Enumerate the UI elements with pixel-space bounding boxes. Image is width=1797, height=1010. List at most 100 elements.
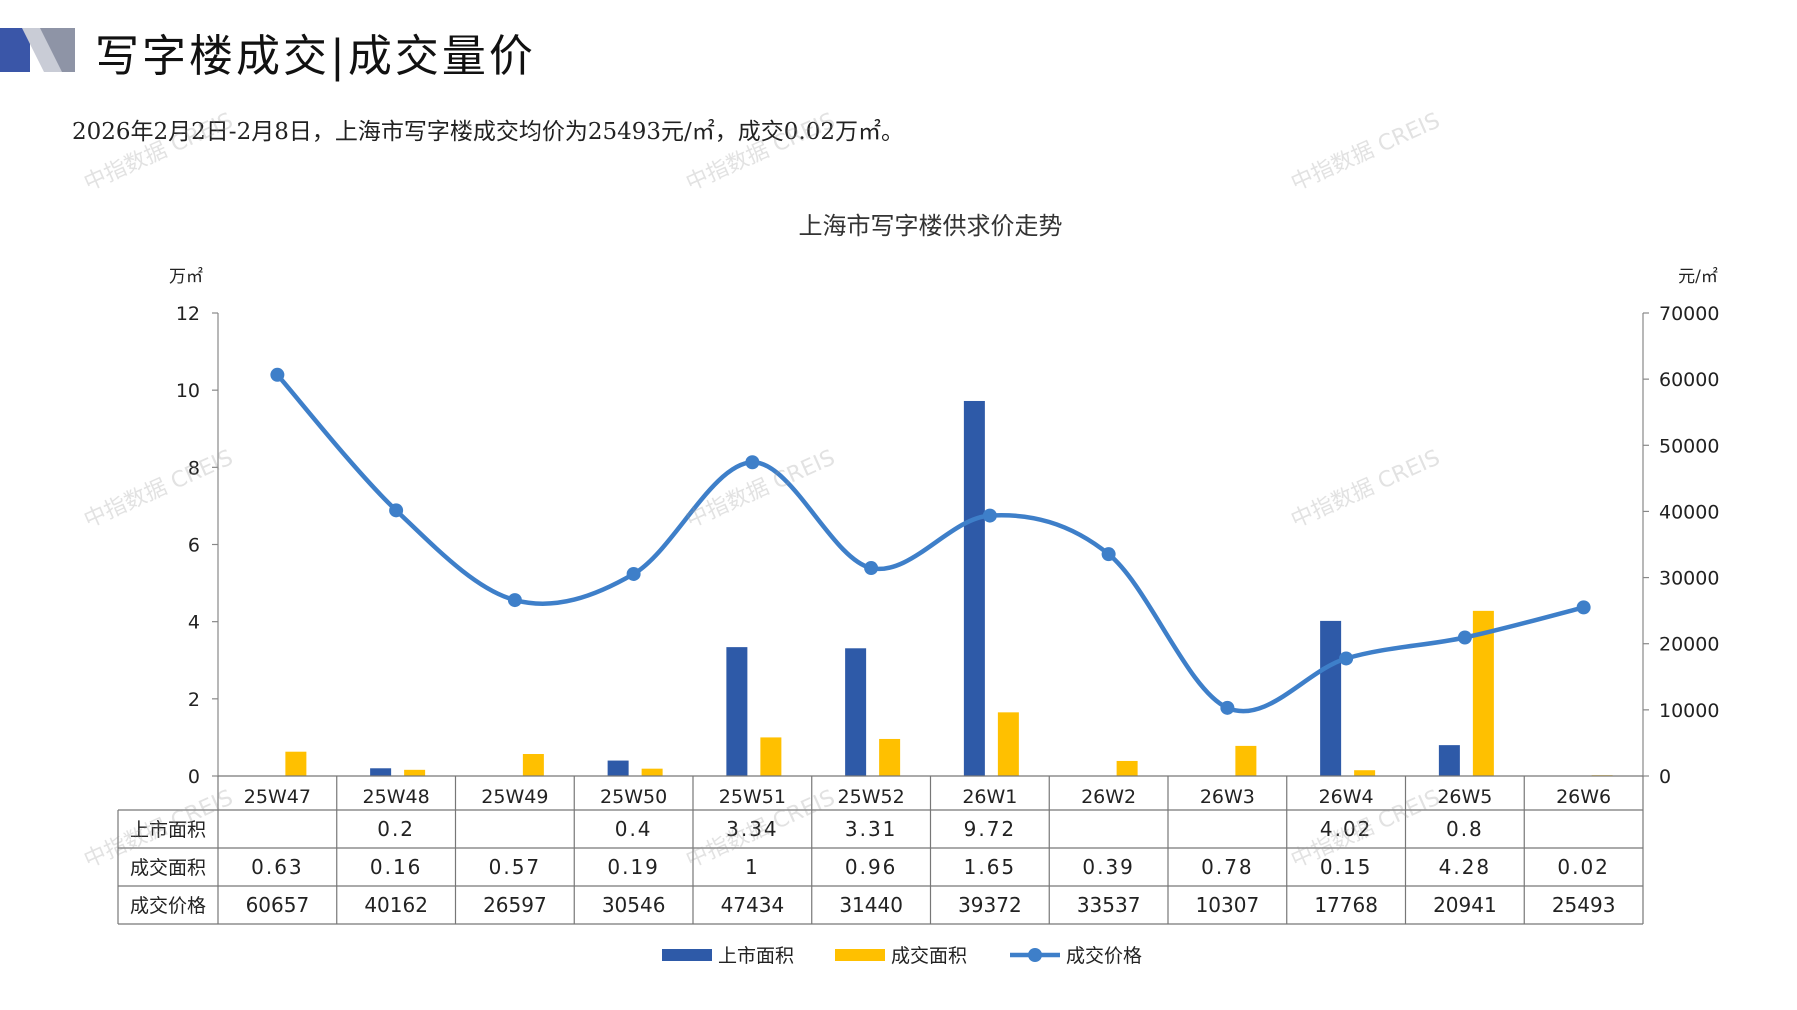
right-tick-label: 70000 xyxy=(1659,303,1719,325)
x-tick-label: 26W5 xyxy=(1437,786,1492,808)
table-cell: 0.78 xyxy=(1201,855,1254,879)
left-tick-label: 6 xyxy=(188,535,200,557)
table-row-header: 成交价格 xyxy=(130,895,206,917)
table-cell: 0.63 xyxy=(251,855,304,879)
legend-swatch-deal xyxy=(835,949,885,961)
right-tick-label: 40000 xyxy=(1659,501,1719,523)
table-cell: 60657 xyxy=(246,893,310,917)
legend-label-price: 成交价格 xyxy=(1066,945,1142,967)
bar-supply-26W1 xyxy=(963,400,985,776)
legend-swatch-supply xyxy=(662,949,712,961)
price-line xyxy=(275,373,1585,714)
bar-supply-25W51 xyxy=(726,647,748,776)
bar-deal-26W5 xyxy=(1472,610,1494,776)
bar-deal-25W47 xyxy=(285,751,307,776)
table-cell: 40162 xyxy=(364,893,428,917)
left-tick-label: 12 xyxy=(176,303,200,325)
table-cell: 31440 xyxy=(839,893,903,917)
x-tick-label: 26W4 xyxy=(1319,786,1374,808)
table-cell: 0.8 xyxy=(1446,817,1484,841)
bar-deal-26W2 xyxy=(1116,760,1138,776)
table-cell: 30546 xyxy=(602,893,666,917)
bar-deal-25W50 xyxy=(641,768,663,776)
price-point-26W6 xyxy=(1576,600,1591,615)
price-point-26W5 xyxy=(1457,630,1472,645)
table-cell: 3.34 xyxy=(726,817,779,841)
right-axis-unit: 元/㎡ xyxy=(1678,267,1718,287)
table-cell: 0.02 xyxy=(1557,855,1610,879)
right-tick-label: 30000 xyxy=(1659,568,1719,590)
bar-deal-25W52 xyxy=(879,738,901,776)
table-cell: 9.72 xyxy=(964,817,1017,841)
table-row-header: 成交面积 xyxy=(130,857,206,879)
bar-deal-26W3 xyxy=(1235,745,1257,776)
right-tick-label: 20000 xyxy=(1659,634,1719,656)
left-tick-label: 8 xyxy=(188,457,200,479)
brand-logo-icon xyxy=(0,28,75,72)
bar-supply-25W48 xyxy=(370,768,392,776)
price-point-25W52 xyxy=(864,561,879,576)
bar-deal-25W48 xyxy=(404,769,426,776)
price-point-26W3 xyxy=(1220,700,1235,715)
table-cell: 26597 xyxy=(483,893,547,917)
table-cell: 33537 xyxy=(1077,893,1141,917)
table-cell: 4.02 xyxy=(1320,817,1373,841)
table-cell: 4.28 xyxy=(1439,855,1492,879)
price-point-26W1 xyxy=(982,508,997,523)
table-cell: 47434 xyxy=(721,893,785,917)
left-tick-label: 10 xyxy=(176,380,200,402)
table-cell: 20941 xyxy=(1433,893,1497,917)
bar-supply-25W52 xyxy=(845,648,867,776)
left-tick-label: 4 xyxy=(188,612,200,634)
bar-supply-26W4 xyxy=(1320,620,1342,776)
x-tick-label: 25W49 xyxy=(481,786,548,808)
legend-label-deal: 成交面积 xyxy=(891,945,967,967)
x-tick-label: 25W47 xyxy=(244,786,311,808)
page-title: 写字楼成交|成交量价 xyxy=(95,31,536,82)
table-cell: 0.96 xyxy=(845,855,898,879)
summary-text: 2026年2月2日-2月8日，上海市写字楼成交均价为25493元/㎡，成交0.0… xyxy=(72,119,904,145)
bar-supply-25W50 xyxy=(607,760,629,776)
table-cell: 0.15 xyxy=(1320,855,1373,879)
x-tick-label: 25W50 xyxy=(600,786,667,808)
table-cell: 0.57 xyxy=(489,855,542,879)
bar-deal-26W1 xyxy=(997,712,1019,776)
bar-supply-26W5 xyxy=(1438,745,1460,776)
price-point-25W50 xyxy=(626,566,641,581)
bar-deal-25W49 xyxy=(522,754,544,776)
table-cell: 10307 xyxy=(1196,893,1260,917)
price-point-25W48 xyxy=(389,503,404,518)
table-row-header: 上市面积 xyxy=(130,819,206,841)
legend-label-supply: 上市面积 xyxy=(718,945,794,967)
right-tick-label: 10000 xyxy=(1659,700,1719,722)
x-tick-label: 25W51 xyxy=(719,786,786,808)
price-point-26W2 xyxy=(1101,547,1116,562)
bar-deal-25W51 xyxy=(760,737,782,776)
table-cell: 0.19 xyxy=(607,855,660,879)
table-cell: 0.4 xyxy=(615,817,653,841)
table-cell: 1.65 xyxy=(964,855,1017,879)
left-tick-label: 2 xyxy=(188,689,200,711)
price-point-26W4 xyxy=(1339,651,1354,666)
left-axis-unit: 万㎡ xyxy=(169,267,203,287)
right-tick-label: 50000 xyxy=(1659,435,1719,457)
price-point-25W51 xyxy=(745,455,760,470)
legend-marker-price xyxy=(1028,948,1042,962)
price-point-25W49 xyxy=(507,593,522,608)
left-tick-label: 0 xyxy=(188,766,200,788)
table-cell: 0.16 xyxy=(370,855,423,879)
x-tick-label: 25W48 xyxy=(363,786,430,808)
bar-deal-26W4 xyxy=(1354,770,1376,776)
right-tick-label: 60000 xyxy=(1659,369,1719,391)
table-cell: 1 xyxy=(745,855,760,879)
table-cell: 39372 xyxy=(958,893,1022,917)
x-tick-label: 26W2 xyxy=(1081,786,1136,808)
x-tick-label: 25W52 xyxy=(838,786,905,808)
table-cell: 17768 xyxy=(1314,893,1378,917)
x-tick-label: 26W1 xyxy=(962,786,1017,808)
x-tick-label: 26W6 xyxy=(1556,786,1611,808)
x-tick-label: 26W3 xyxy=(1200,786,1255,808)
table-cell: 0.39 xyxy=(1082,855,1135,879)
chart-title: 上海市写字楼供求价走势 xyxy=(799,212,1063,240)
